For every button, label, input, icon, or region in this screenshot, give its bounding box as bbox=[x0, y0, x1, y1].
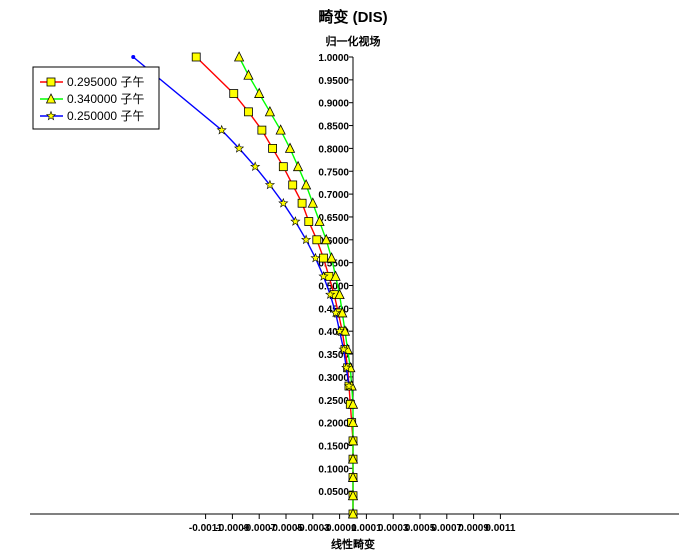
legend-label: 0.295000 子午 bbox=[67, 75, 144, 89]
triangle-marker bbox=[292, 160, 304, 172]
star-marker bbox=[334, 325, 345, 336]
square-marker bbox=[312, 235, 322, 245]
triangle-marker bbox=[326, 252, 337, 263]
star-marker bbox=[310, 252, 321, 263]
square-marker bbox=[46, 77, 56, 87]
square-marker bbox=[288, 180, 298, 190]
y-tick-label: 0.3000 bbox=[318, 373, 349, 384]
star-marker bbox=[301, 234, 312, 245]
x-tick-label: 0.0011 bbox=[485, 523, 515, 534]
legend-box bbox=[32, 66, 160, 130]
y-tick-label: 0.3500 bbox=[318, 350, 349, 361]
triangle-marker bbox=[347, 471, 359, 482]
square-marker bbox=[268, 143, 278, 153]
triangle-marker bbox=[330, 270, 341, 281]
y-tick-label: 1.0000 bbox=[318, 53, 349, 64]
series-group bbox=[131, 51, 359, 519]
y-tick-label: 0.7000 bbox=[318, 190, 349, 201]
triangle-marker bbox=[243, 69, 254, 80]
star-marker bbox=[318, 271, 329, 281]
legend: 0.295000 子午 0.340000 子午 0.250000 子午 bbox=[32, 66, 160, 130]
star-marker bbox=[290, 216, 301, 226]
y-tick-label: 0.0500 bbox=[318, 487, 349, 498]
triangle-marker bbox=[284, 142, 296, 153]
triangle-marker bbox=[347, 416, 359, 428]
x-tick-label: 0.0009 bbox=[458, 523, 489, 534]
triangle-marker bbox=[275, 124, 286, 135]
y-tick-label: 0.7500 bbox=[318, 167, 349, 178]
x-tick-label: 0.0003 bbox=[378, 523, 409, 534]
star-marker bbox=[45, 110, 57, 121]
y-tick-label: 0.8000 bbox=[318, 144, 349, 155]
star-marker bbox=[338, 344, 349, 354]
axes: -0.0011-0.0009-0.0007-0.0005-0.0003-0.00… bbox=[30, 53, 679, 534]
x-tick-label: 0.0001 bbox=[351, 523, 382, 534]
x-tick-label: -0.0001 bbox=[323, 523, 357, 534]
square-marker bbox=[191, 52, 201, 62]
star-marker bbox=[278, 197, 289, 208]
square-marker bbox=[229, 89, 239, 98]
legend-label: 0.250000 子午 bbox=[67, 109, 144, 123]
triangle-marker bbox=[321, 233, 332, 245]
star-marker bbox=[330, 307, 341, 318]
triangle-marker bbox=[347, 453, 359, 464]
star-marker bbox=[343, 380, 355, 391]
x-tick-label: 0.0005 bbox=[405, 523, 436, 534]
series-3 bbox=[131, 55, 355, 391]
triangle-marker bbox=[264, 105, 276, 117]
x-tick-label: -0.0003 bbox=[296, 523, 330, 534]
x-axis-title: 线性畸变 bbox=[331, 537, 375, 551]
square-marker bbox=[319, 253, 328, 263]
triangle-marker bbox=[347, 508, 359, 519]
square-marker bbox=[297, 198, 307, 208]
y-tick-label: 0.6500 bbox=[318, 213, 349, 224]
y-axis-title: 归一化视场 bbox=[326, 34, 381, 48]
y-tick-label: 0.9500 bbox=[318, 76, 349, 87]
triangle-marker bbox=[334, 288, 345, 300]
star-marker bbox=[264, 179, 276, 190]
y-tick-label: 0.1000 bbox=[318, 464, 349, 475]
triangle-marker bbox=[254, 87, 265, 98]
triangle-marker bbox=[314, 215, 325, 226]
star-marker bbox=[234, 143, 245, 153]
series-2 bbox=[233, 51, 359, 519]
square-marker bbox=[304, 217, 314, 226]
star-marker bbox=[341, 362, 352, 373]
series-line bbox=[132, 56, 350, 387]
triangle-marker bbox=[300, 179, 312, 190]
y-tick-label: 0.9000 bbox=[318, 99, 349, 110]
chart-title: 畸变 (DIS) bbox=[318, 8, 387, 26]
x-tick-label: -0.0005 bbox=[269, 523, 303, 534]
square-marker bbox=[257, 125, 267, 135]
triangle-marker bbox=[45, 93, 57, 104]
y-tick-label: 0.5500 bbox=[318, 259, 349, 270]
y-tick-label: 0.2500 bbox=[318, 396, 349, 407]
triangle-marker bbox=[347, 398, 359, 409]
triangle-marker bbox=[347, 434, 359, 446]
triangle-marker bbox=[233, 51, 245, 62]
triangle-marker bbox=[337, 307, 348, 318]
triangle-marker bbox=[307, 197, 318, 208]
star-marker bbox=[250, 161, 261, 172]
square-marker bbox=[244, 107, 253, 117]
x-tick-label: -0.0009 bbox=[215, 523, 249, 534]
endpoint-dot bbox=[131, 55, 136, 59]
star-marker bbox=[325, 289, 336, 299]
y-tick-label: 0.1500 bbox=[318, 441, 349, 452]
y-tick-label: 0.6000 bbox=[318, 236, 349, 247]
triangle-marker bbox=[347, 489, 359, 501]
y-tick-label: 0.4000 bbox=[318, 327, 349, 338]
x-tick-label: -0.0007 bbox=[242, 523, 276, 534]
legend-label: 0.340000 子午 bbox=[67, 92, 144, 106]
square-marker bbox=[278, 162, 288, 172]
star-marker bbox=[216, 124, 227, 135]
x-tick-label: -0.0011 bbox=[189, 523, 223, 534]
x-tick-label: 0.0007 bbox=[432, 523, 463, 534]
y-tick-label: 0.5000 bbox=[318, 282, 349, 293]
y-tick-label: 0.2000 bbox=[318, 419, 349, 430]
y-tick-label: 0.8500 bbox=[318, 122, 349, 133]
